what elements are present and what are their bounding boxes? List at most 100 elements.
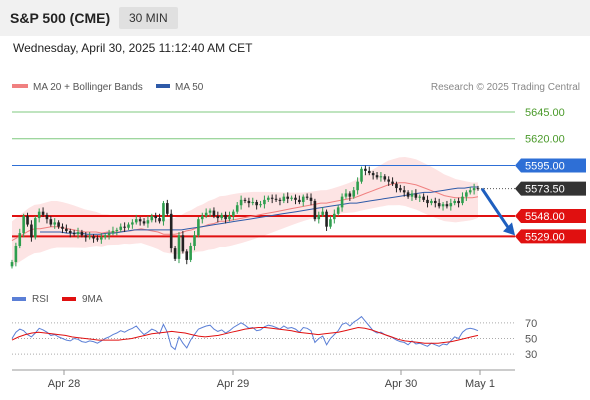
candle-body bbox=[267, 197, 270, 200]
candle-body bbox=[364, 168, 367, 171]
rsi-legend-label: RSI bbox=[32, 294, 49, 305]
x-tick-label: May 1 bbox=[465, 378, 495, 390]
support-price-label: 5548.00 bbox=[525, 211, 565, 223]
rsi-tick-label: 50 bbox=[525, 334, 537, 346]
x-tick-label: Apr 29 bbox=[217, 378, 249, 390]
candle-body bbox=[220, 214, 223, 219]
candle-body bbox=[457, 200, 460, 204]
candle-body bbox=[22, 215, 25, 234]
candle-body bbox=[445, 204, 449, 207]
candle-body bbox=[309, 197, 313, 201]
candle-body bbox=[395, 183, 398, 189]
candle-body bbox=[150, 215, 154, 221]
rsi-ma9-line bbox=[11, 326, 479, 344]
candle-body bbox=[119, 226, 123, 230]
candle-body bbox=[68, 230, 72, 234]
ma20-legend-label: MA 20 + Bollinger Bands bbox=[33, 82, 143, 93]
candle-body bbox=[88, 236, 91, 238]
support-price-label-box bbox=[515, 229, 586, 244]
candle-body bbox=[162, 203, 165, 222]
last-price-label: 5573.50 bbox=[525, 184, 565, 196]
timeframe-badge[interactable]: 30 MIN bbox=[119, 7, 178, 29]
candle-body bbox=[348, 193, 352, 197]
candle-body bbox=[333, 213, 336, 220]
candle-body bbox=[290, 197, 293, 199]
candle-body bbox=[375, 175, 379, 178]
candle-body bbox=[317, 214, 321, 220]
candle-body bbox=[189, 245, 192, 260]
candle-body bbox=[410, 193, 414, 197]
candle-body bbox=[115, 229, 119, 231]
candle-body bbox=[107, 233, 111, 236]
candle-body bbox=[200, 215, 204, 220]
candle-body bbox=[208, 210, 212, 213]
candle-body bbox=[53, 222, 57, 225]
candle-body bbox=[212, 210, 216, 216]
candle-body bbox=[263, 199, 266, 205]
candle-body bbox=[426, 199, 429, 204]
candle-body bbox=[422, 196, 425, 200]
candle-body bbox=[321, 211, 324, 215]
candle-body bbox=[305, 196, 309, 198]
candle-body bbox=[111, 230, 115, 234]
candle-body bbox=[294, 197, 297, 200]
candle-body bbox=[49, 219, 53, 225]
candle-body bbox=[57, 222, 60, 227]
rsi-tick-label: 30 bbox=[525, 349, 537, 361]
candle-body bbox=[224, 214, 227, 220]
candle-body bbox=[371, 173, 375, 176]
candle-body bbox=[65, 228, 68, 231]
candle-body bbox=[41, 211, 45, 215]
rsi-line bbox=[11, 315, 479, 351]
candle-body bbox=[61, 226, 64, 229]
ma9-legend-label: 9MA bbox=[82, 294, 103, 305]
candle-body bbox=[387, 179, 390, 182]
x-tick-label: Apr 30 bbox=[385, 378, 417, 390]
candle-body bbox=[340, 196, 344, 208]
candle-body bbox=[138, 219, 142, 222]
candle-body bbox=[72, 233, 76, 235]
candle-body bbox=[18, 233, 22, 246]
ma20-line bbox=[11, 182, 479, 242]
chart-datetime: Wednesday, April 30, 2025 11:12:40 AM CE… bbox=[13, 41, 253, 55]
candle-body bbox=[131, 222, 134, 225]
candle-body bbox=[449, 203, 453, 207]
candle-body bbox=[216, 215, 220, 219]
candle-body bbox=[239, 199, 243, 206]
candle-body bbox=[286, 196, 290, 199]
candle-body bbox=[399, 188, 402, 191]
candle-body bbox=[76, 232, 80, 235]
x-axis: Apr 28 Apr 29 Apr 30 May 1 bbox=[12, 369, 515, 390]
candle-body bbox=[278, 199, 282, 201]
credit-text: Research © 2025 Trading Central bbox=[431, 82, 580, 93]
candle-body bbox=[274, 198, 278, 200]
support-price-label-box bbox=[515, 208, 586, 223]
price-area bbox=[10, 111, 515, 269]
legend: MA 20 + Bollinger Bands MA 50 Research ©… bbox=[12, 82, 580, 93]
rsi-panel: 70 50 30 bbox=[11, 315, 537, 361]
pivot-price-label: 5595.00 bbox=[525, 161, 565, 173]
candle-body bbox=[204, 212, 208, 216]
candle-body bbox=[406, 192, 410, 197]
candle-body bbox=[232, 211, 235, 216]
candle-body bbox=[433, 200, 437, 204]
candle-body bbox=[235, 205, 239, 212]
candle-body bbox=[197, 219, 200, 236]
x-tick-label: Apr 28 bbox=[48, 378, 80, 390]
candle-body bbox=[336, 207, 340, 214]
candle-body bbox=[14, 245, 18, 263]
candle-body bbox=[146, 220, 150, 224]
candle-body bbox=[193, 235, 196, 246]
candle-body bbox=[344, 193, 348, 197]
bollinger-band bbox=[12, 157, 478, 267]
candle-body bbox=[360, 168, 363, 182]
candle-body bbox=[437, 203, 441, 207]
candle-body bbox=[468, 190, 472, 193]
candle-body bbox=[142, 221, 146, 224]
forecast-arrow-shaft bbox=[480, 187, 512, 232]
candle-body bbox=[84, 235, 88, 238]
candle-body bbox=[228, 215, 231, 220]
candle-body bbox=[26, 215, 29, 225]
forecast-arrow-head bbox=[503, 222, 515, 236]
